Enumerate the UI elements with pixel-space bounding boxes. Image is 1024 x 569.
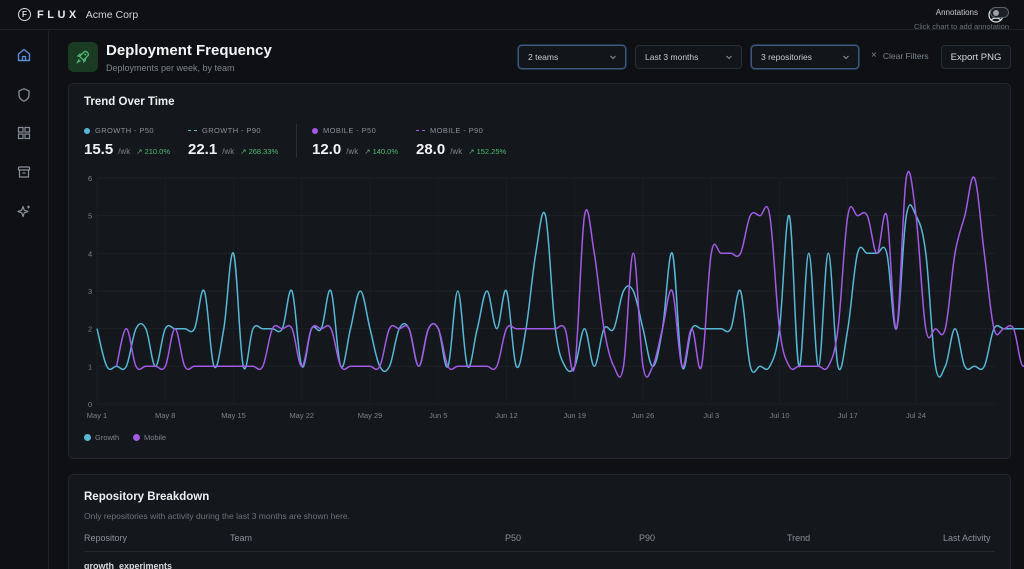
x-tick-label: Jun 12 [495,411,518,420]
table-row-repository[interactable]: growth_experiments [84,561,173,569]
clear-filters-button[interactable]: × Clear Filters [871,50,929,61]
x-tick-label: Jun 26 [632,411,655,420]
column-header-team[interactable]: Team [230,533,253,543]
column-header-p90[interactable]: P90 [639,533,656,543]
series-line-growth [96,204,1024,378]
sidebar [0,31,49,569]
date-range-value: Last 3 months [645,52,699,62]
header-icon-tile [68,42,98,72]
stat-delta: ↗ 210.0% [136,147,171,156]
stat-label: MOBILE - P90 [430,126,484,135]
series-line-mobile [115,170,1024,378]
stat-delta: ↗ 268.33% [240,147,279,156]
repositories-filter-select[interactable]: 3 repositories [751,45,859,69]
repository-breakdown-card [68,474,1011,569]
trend-title: Trend Over Time [84,96,175,108]
growth-dash-swatch [188,130,197,131]
x-tick-label: May 29 [358,411,383,420]
legend-item-growth[interactable]: Growth [84,433,119,442]
growth-swatch [84,127,90,134]
legend-label: Growth [95,433,120,442]
x-tick-label: May 8 [155,411,175,420]
clear-filters-label: Clear Filters [882,50,929,61]
y-tick-label: 5 [88,212,92,221]
y-tick-label: 4 [88,249,92,258]
teams-filter-value: 2 teams [528,52,559,62]
table-header-divider [84,551,995,552]
repositories-filter-value: 3 repositories [761,52,813,62]
y-tick-label: 1 [88,362,92,371]
stat-mobile-p90: MOBILE - P90 28.0/wk ↗ 152.25% [416,126,506,158]
mobile-swatch [312,127,318,134]
stat-delta: ↗ 152.25% [468,147,507,156]
sparkles-icon[interactable] [16,204,32,220]
x-tick-label: May 22 [289,411,314,420]
stat-divider [296,124,297,158]
home-icon[interactable] [16,47,32,63]
stat-mobile-p50: MOBILE - P50 12.0/wk ↗ 140.0% [312,126,398,158]
y-tick-label: 3 [88,287,92,296]
column-header-p50[interactable]: P50 [505,533,522,543]
teams-filter-select[interactable]: 2 teams [518,45,626,69]
x-tick-label: May 1 [87,411,107,420]
x-tick-label: Jul 10 [769,411,789,420]
y-tick-label: 6 [88,174,92,183]
close-icon: × [871,50,877,61]
date-range-select[interactable]: Last 3 months [635,45,742,69]
stat-value: 15.5 [84,141,114,158]
shield-icon[interactable] [16,87,32,103]
chevron-down-icon [843,55,849,60]
page-title: Deployment Frequency [106,42,272,59]
x-tick-label: May 15 [221,411,246,420]
top-bar: F FLUX Acme Corp [0,0,1024,30]
brand-logo[interactable]: F FLUX Acme Corp [18,8,138,21]
stat-value: 28.0 [416,141,446,158]
grid-icon[interactable] [16,125,32,141]
toggle-knob [993,9,999,16]
archive-icon[interactable] [16,164,32,180]
rocket-icon [76,50,89,64]
flux-logo-mark: F [18,8,31,21]
mobile-dash-swatch [416,130,425,131]
stat-growth-p50: GROWTH - P50 15.5/wk ↗ 210.0% [84,126,170,158]
legend-label: Mobile [144,433,167,442]
x-tick-label: Jun 5 [429,411,447,420]
stat-unit: /wk [346,147,359,156]
page-subtitle: Deployments per week, by team [106,63,235,73]
chevron-down-icon [726,55,732,60]
y-tick-label: 2 [88,325,92,334]
annotations-label: Annotations [935,8,978,17]
x-tick-label: Jun 19 [563,411,586,420]
breakdown-title: Repository Breakdown [84,491,210,503]
column-header-repository[interactable]: Repository [84,533,128,543]
x-tick-label: Jul 17 [838,411,858,420]
brand-name: FLUX [37,8,80,21]
stat-label: GROWTH - P50 [95,126,154,135]
stat-unit: /wk [450,147,463,156]
stat-value: 12.0 [312,141,342,158]
legend-item-mobile[interactable]: Mobile [133,433,166,442]
trend-card [68,83,1011,459]
legend-swatch [84,434,91,441]
stat-delta: ↗ 140.0% [364,147,399,156]
export-png-button[interactable]: Export PNG [941,45,1011,69]
stat-unit: /wk [118,147,131,156]
org-name[interactable]: Acme Corp [85,8,139,21]
annotations-toggle[interactable] [990,7,1009,18]
annotations-hint: Click chart to add annotation [913,22,1009,31]
column-header-trend[interactable]: Trend [787,533,811,543]
column-header-last-activity[interactable]: Last Activity [943,533,991,543]
x-tick-label: Jul 3 [703,411,719,420]
y-tick-label: 0 [88,400,92,409]
stat-growth-p90: GROWTH - P90 22.1/wk ↗ 268.33% [188,126,278,158]
stat-label: GROWTH - P90 [202,126,261,135]
breakdown-subtitle: Only repositories with activity during t… [84,511,350,521]
stat-label: MOBILE - P50 [323,126,377,135]
x-tick-label: Jul 24 [906,411,926,420]
stat-unit: /wk [222,147,235,156]
legend-swatch [133,434,140,441]
stat-value: 22.1 [188,141,218,158]
chevron-down-icon [610,55,616,60]
